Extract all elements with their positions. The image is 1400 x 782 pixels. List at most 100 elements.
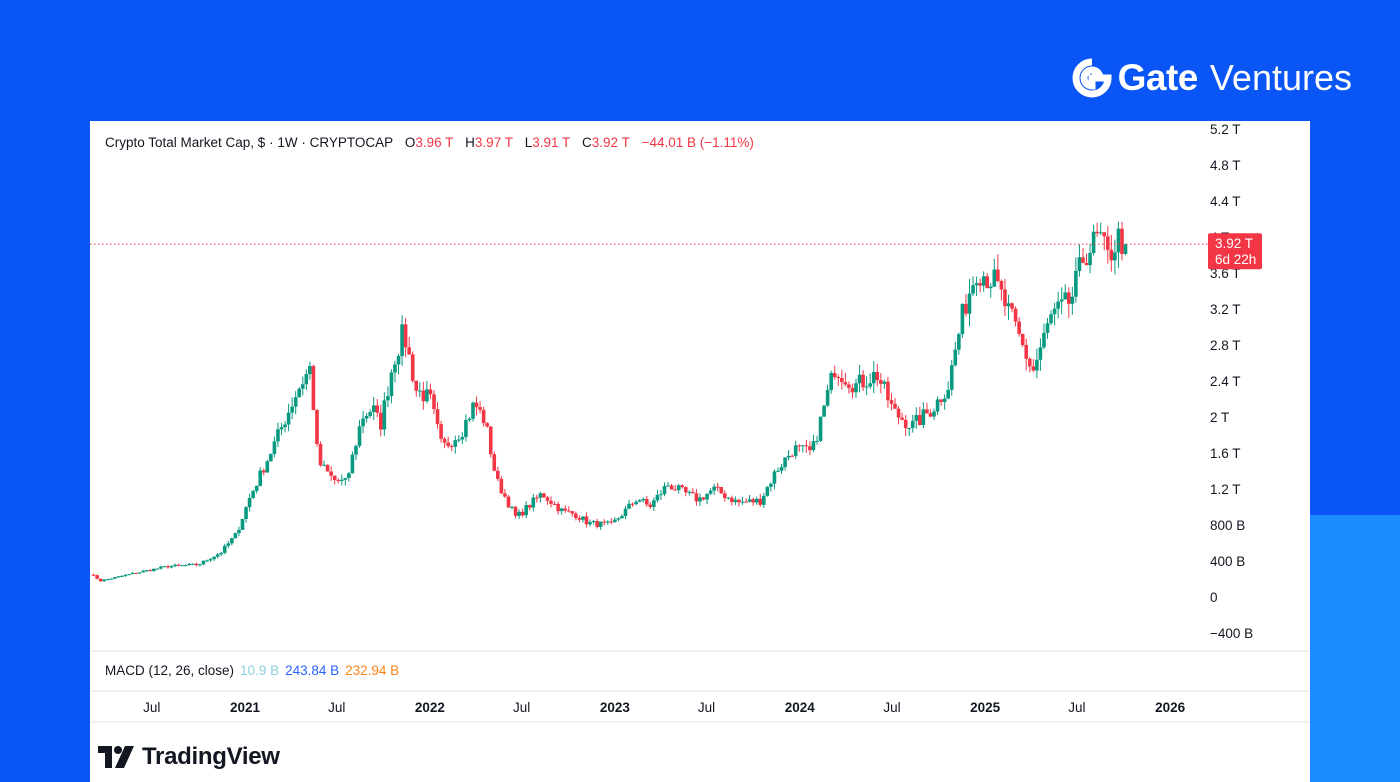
candle-body: [1031, 366, 1036, 371]
x-tick-label: 2026: [1155, 700, 1186, 715]
candle-body: [542, 493, 546, 498]
candle-body: [329, 471, 333, 476]
candle-body: [293, 397, 298, 407]
y-tick-label: 4.8 T: [1210, 158, 1241, 173]
price-tag: 3.92 T 6d 22h: [1208, 233, 1262, 270]
candle-body: [910, 420, 915, 428]
candle-body: [347, 473, 351, 478]
candle-body: [882, 381, 887, 384]
candle-body: [726, 497, 731, 499]
candle-body: [198, 564, 202, 566]
candlestick-chart[interactable]: −400 B 0 400 B 800 B 1.2 T 1.6 T 2 T 2.4 T 2.8 T…: [90, 121, 1310, 782]
candle-body: [648, 504, 653, 507]
candle-body: [999, 281, 1004, 290]
candle-body: [857, 374, 862, 384]
candle-body: [818, 416, 823, 441]
candle-body: [928, 413, 933, 417]
candle-body: [829, 373, 833, 391]
candle-body: [446, 442, 450, 447]
candle-body: [946, 389, 951, 399]
x-tick-label: Jul: [1068, 700, 1085, 715]
candle-body: [630, 503, 635, 505]
candle-body: [152, 568, 156, 571]
candle-body: [556, 503, 560, 512]
candle-body: [893, 403, 897, 409]
candle-body: [123, 574, 128, 576]
x-tick-label: Jul: [883, 700, 900, 715]
candle-body: [520, 511, 525, 516]
open-value: 3.96 T: [415, 135, 454, 150]
candle-body: [850, 387, 855, 393]
candle-body: [737, 499, 741, 503]
candle-body: [1027, 358, 1032, 367]
candle-body: [251, 491, 255, 498]
candle-body: [276, 429, 280, 442]
macd-histogram-value: 10.9 B: [240, 663, 280, 678]
y-tick-label: 3.6 T: [1210, 266, 1241, 281]
candle-body: [854, 383, 858, 393]
candle-body: [1024, 344, 1029, 359]
candle-body: [315, 409, 319, 445]
x-tick-label: 2023: [600, 700, 631, 715]
candle-body: [361, 418, 365, 427]
candle-body: [382, 400, 387, 430]
candle-body: [286, 412, 291, 425]
y-tick-label: 1.6 T: [1210, 446, 1241, 461]
candle-body: [496, 470, 500, 479]
candle-body: [605, 521, 610, 523]
x-tick-label: 2021: [230, 700, 261, 715]
macd-indicator-label[interactable]: MACD (12, 26, close) 10.9 B 243.84 B 232.94…: [105, 663, 399, 678]
candle-body: [698, 497, 702, 502]
candle-body: [1084, 262, 1089, 266]
candle-body: [166, 566, 170, 568]
candle-body: [967, 293, 972, 314]
open-label: O: [404, 135, 416, 150]
candle-body: [588, 522, 592, 525]
candle-body: [691, 491, 695, 494]
candle-body: [595, 521, 599, 527]
macd-line-value: 243.84 B: [285, 663, 340, 678]
candle-body: [322, 464, 326, 466]
change-value: −44.01 B (−1.11%): [641, 135, 754, 150]
candle-body: [332, 475, 337, 481]
candle-body: [722, 493, 727, 499]
candle-body: [364, 415, 369, 419]
candle-body: [254, 485, 259, 492]
candle-body: [918, 415, 922, 425]
high-label: H: [465, 135, 475, 150]
candle-body: [549, 500, 553, 504]
candle-body: [396, 356, 401, 365]
candle-body: [988, 286, 993, 289]
candle-body: [219, 552, 224, 555]
candle-body: [410, 354, 415, 381]
candle-body: [113, 577, 117, 579]
candle-body: [478, 407, 482, 410]
candle-body: [432, 394, 436, 410]
candle-body: [527, 505, 532, 508]
x-tick-label: Jul: [143, 700, 160, 715]
candle-body: [840, 377, 844, 383]
candle-body: [875, 371, 880, 381]
candle-body: [644, 499, 649, 505]
candle-body: [339, 479, 344, 481]
candle-body: [1098, 232, 1103, 234]
tradingview-brand[interactable]: TradingView: [98, 743, 280, 771]
y-tick-label: 0: [1210, 590, 1218, 605]
candle-body: [208, 559, 213, 561]
candle-body: [566, 510, 571, 512]
candle-body: [513, 506, 518, 516]
candle-body: [403, 324, 408, 348]
candle-body: [797, 445, 802, 447]
candle-body: [715, 486, 720, 488]
price-tag-price: 3.92 T: [1215, 236, 1253, 251]
candle-body: [949, 365, 954, 390]
candle-body: [180, 565, 185, 567]
candle-body: [336, 480, 341, 482]
candle-body: [900, 417, 904, 420]
candle-body: [357, 426, 362, 446]
candle-body: [598, 521, 603, 527]
price-tag-box: [1208, 233, 1262, 270]
candle-body: [939, 399, 943, 402]
price-tag-countdown: 6d 22h: [1215, 252, 1256, 267]
candle-body: [183, 565, 188, 567]
